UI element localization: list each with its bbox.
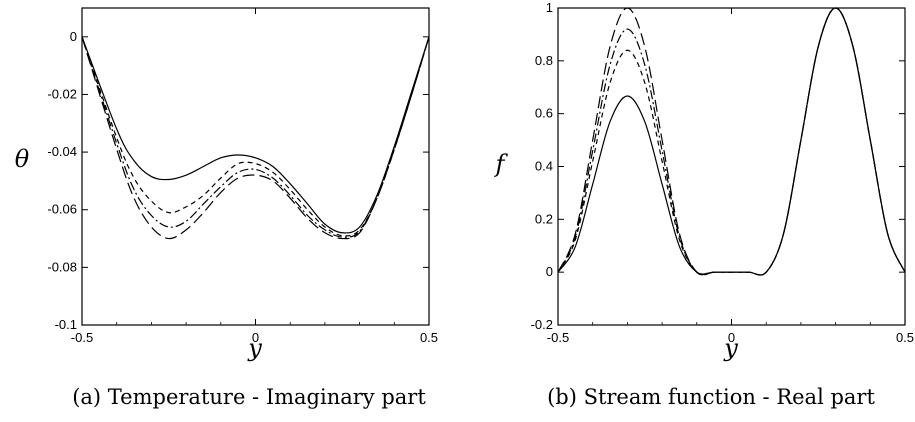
x-tick-label: 0 [252,330,259,345]
series-line-solid [81,36,430,234]
xlabel-a: y [247,334,262,362]
caption-a: (a) Temperature - Imaginary part [72,385,426,409]
panel-a: -0.5 0 0.5 0 -0.02 -0.04 -0.06 -0.08 -0.1 θ y (a… [15,7,438,409]
x-tick-label: -0.5 [71,330,93,345]
y-tick-label: -0.04 [47,144,77,159]
y-tick-label: -0.06 [47,202,77,217]
series-line-dashed [81,36,430,237]
y-tick-label: 0 [546,264,553,279]
ylabel-a: θ [15,145,30,173]
y-tick-label: 0.2 [535,211,553,226]
y-tick-label: 1 [546,0,553,15]
x-tick-label: 0.5 [896,330,914,345]
y-tick-label: 0.4 [535,159,553,174]
panel-b: -0.5 0 0.5 -0.2 0 0.2 0.4 0.6 0.8 1 f y (b) Strea… [494,0,914,409]
plot-frame-a [81,7,430,326]
series-line-long-dash [81,36,430,240]
plot-frame-b [557,7,906,326]
series-line-long-dash [557,7,906,276]
series-line-dash-dot [81,36,430,238]
y-tick-label: -0.2 [531,317,553,332]
y-tick-label: -0.02 [47,86,77,101]
y-tick-label: 0.8 [535,53,553,68]
caption-b: (b) Stream function - Real part [547,385,875,409]
xlabel-b: y [723,334,738,362]
x-tick-label: 0.5 [420,330,438,345]
y-tick-label: -0.1 [55,317,77,332]
ylabel-b: f [494,150,509,178]
x-tick-label: 0 [728,330,735,345]
y-tick-label: 0 [70,29,77,44]
y-tick-label: 0.6 [535,106,553,121]
y-tick-label: -0.08 [47,259,77,274]
x-tick-label: -0.5 [547,330,569,345]
